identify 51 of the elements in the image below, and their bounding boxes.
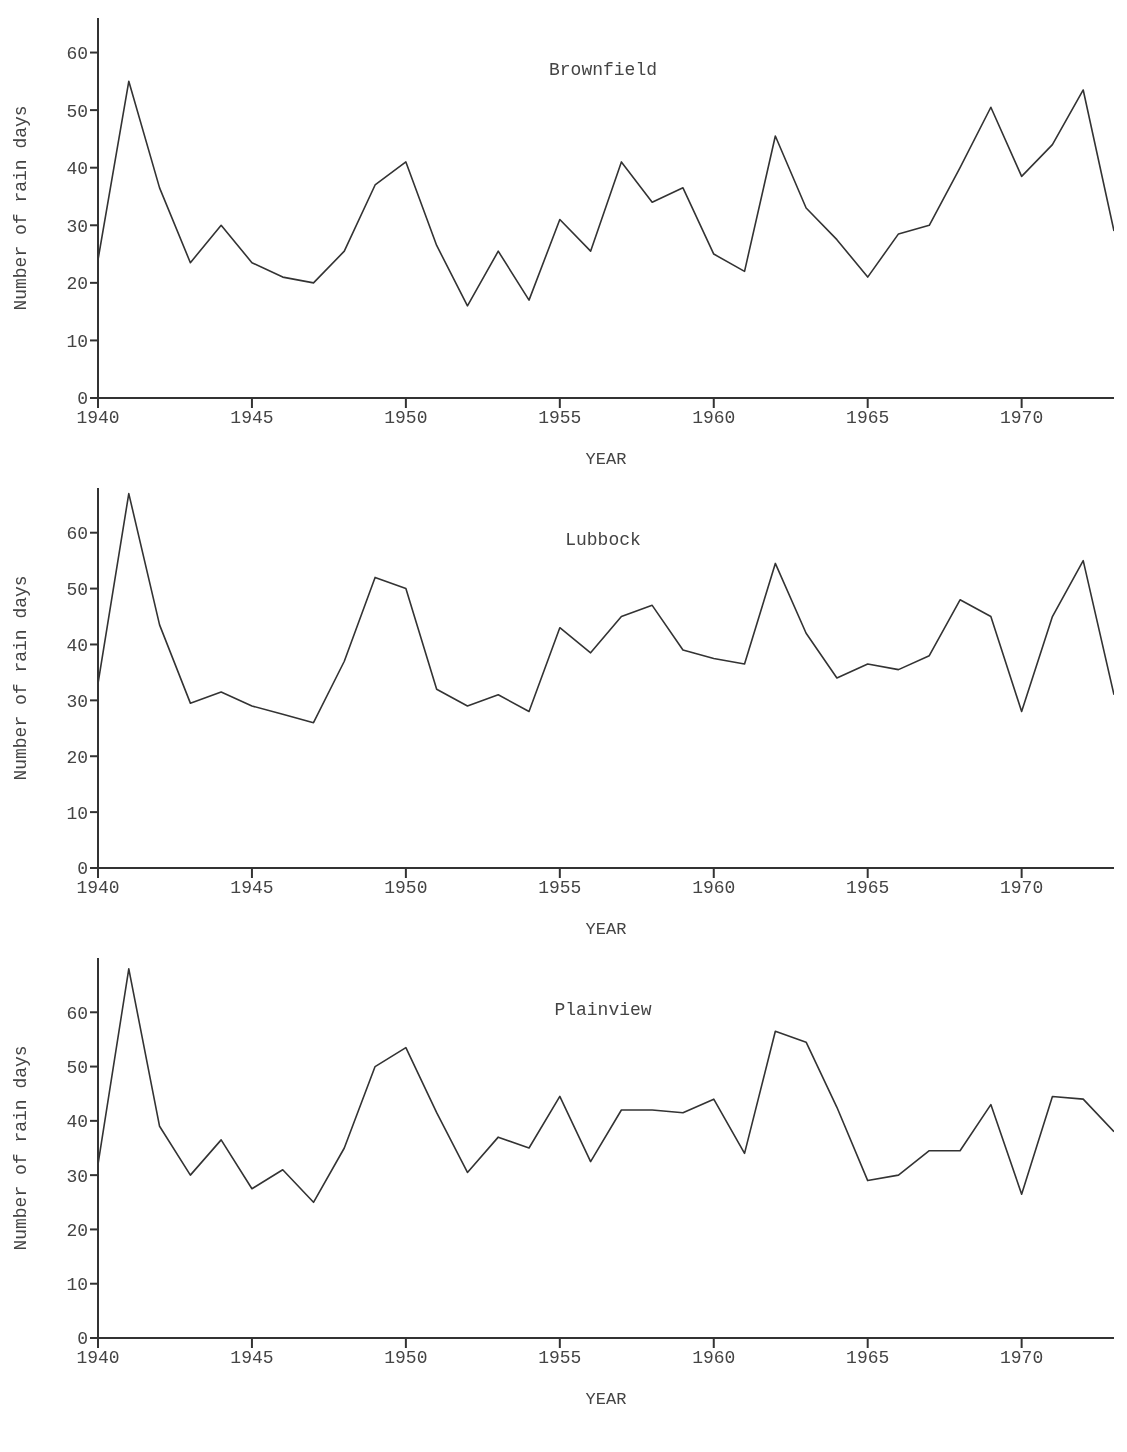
x-tick-label: 1950 [384, 877, 428, 898]
y-tick-label: 30 [66, 216, 88, 237]
y-axis-title: Number of rain days [11, 575, 32, 781]
y-tick-label: 50 [66, 579, 88, 600]
y-tick-label: 20 [66, 1220, 88, 1241]
y-tick-label: 50 [66, 101, 88, 122]
x-tick-label: 1945 [230, 877, 274, 898]
x-tick-label: 1965 [846, 407, 890, 428]
x-tick-label: 1960 [692, 1347, 736, 1368]
text: Brownfield [548, 60, 658, 80]
y-tick-label: 20 [66, 274, 88, 295]
y-tick-label: 40 [66, 635, 88, 656]
x-tick-label: 1970 [1000, 1347, 1044, 1368]
y-tick-label: 20 [66, 747, 88, 768]
y-tick-label: 40 [66, 1112, 88, 1133]
x-tick-label: 1970 [1000, 877, 1044, 898]
y-axis-title: Number of rain days [11, 105, 32, 311]
y-tick-label: 10 [66, 1275, 88, 1296]
x-axis-title: YEAR [585, 920, 627, 939]
y-axis-title: Number of rain days [11, 1045, 32, 1251]
x-tick-label: 1965 [846, 1347, 890, 1368]
y-tick-label: 10 [66, 331, 88, 352]
x-tick-label: 1970 [1000, 407, 1044, 428]
y-tick-label: 50 [66, 1057, 88, 1078]
y-tick-label: 40 [66, 159, 88, 180]
x-tick-label: 1955 [538, 1347, 582, 1368]
text: Plainview [553, 1000, 653, 1020]
x-tick-label: 1955 [538, 877, 582, 898]
y-tick-label: 0 [77, 859, 88, 880]
x-tick-label: 1945 [230, 407, 274, 428]
x-tick-label: 1960 [692, 407, 736, 428]
x-axis-title: YEAR [585, 450, 627, 469]
y-tick-label: 0 [77, 1329, 88, 1350]
x-tick-label: 1940 [76, 1347, 120, 1368]
y-tick-label: 0 [77, 389, 88, 410]
x-axis-title: YEAR [585, 1390, 627, 1409]
x-tick-label: 1950 [384, 407, 428, 428]
x-tick-label: 1950 [384, 1347, 428, 1368]
y-tick-label: 60 [66, 43, 88, 64]
text: Lubbock [564, 530, 642, 550]
y-tick-label: 60 [66, 524, 88, 545]
y-tick-label: 60 [66, 1003, 88, 1024]
x-tick-label: 1940 [76, 877, 120, 898]
x-tick-label: 1955 [538, 407, 582, 428]
y-tick-label: 30 [66, 1166, 88, 1187]
x-tick-label: 1965 [846, 877, 890, 898]
x-tick-label: 1960 [692, 877, 736, 898]
y-tick-label: 30 [66, 691, 88, 712]
x-tick-label: 1940 [76, 407, 120, 428]
x-tick-label: 1945 [230, 1347, 274, 1368]
y-tick-label: 10 [66, 803, 88, 824]
